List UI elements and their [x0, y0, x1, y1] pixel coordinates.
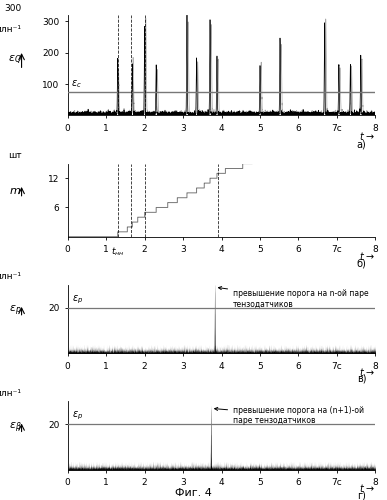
Text: $t$ →: $t$ →	[359, 250, 375, 262]
Text: млн⁻¹: млн⁻¹	[0, 389, 22, 398]
Text: г): г)	[357, 490, 366, 500]
Text: $\varepsilon_р$: $\varepsilon_р$	[72, 294, 83, 306]
Text: $t$ →: $t$ →	[359, 366, 375, 378]
Text: в): в)	[357, 374, 366, 384]
Text: $\varepsilon_p$: $\varepsilon_p$	[9, 304, 22, 318]
Text: $\varepsilon_р$: $\varepsilon_р$	[72, 410, 83, 422]
Text: превышение порога на n-ой паре
тензодатчиков: превышение порога на n-ой паре тензодатч…	[218, 286, 369, 309]
Text: превышение порога на (n+1)-ой
паре тензодатчиков: превышение порога на (n+1)-ой паре тензо…	[215, 406, 364, 425]
Text: $m$: $m$	[10, 186, 22, 196]
Text: а): а)	[356, 140, 366, 149]
Text: $t_{нн}$: $t_{нн}$	[111, 246, 125, 258]
Text: млн⁻¹: млн⁻¹	[0, 25, 22, 34]
Text: $t$ →: $t$ →	[359, 130, 375, 141]
Text: $\varepsilon_Q$: $\varepsilon_Q$	[8, 54, 22, 67]
Text: млн⁻¹: млн⁻¹	[0, 272, 22, 281]
Text: б): б)	[356, 258, 366, 268]
Text: шт: шт	[8, 151, 22, 160]
Text: $t$ →: $t$ →	[359, 482, 375, 494]
Text: 300: 300	[4, 4, 22, 13]
Text: $\varepsilon_c$: $\varepsilon_c$	[71, 78, 82, 90]
Text: $\varepsilon_\beta$: $\varepsilon_\beta$	[9, 420, 22, 434]
Text: Фиг. 4: Фиг. 4	[175, 488, 212, 498]
